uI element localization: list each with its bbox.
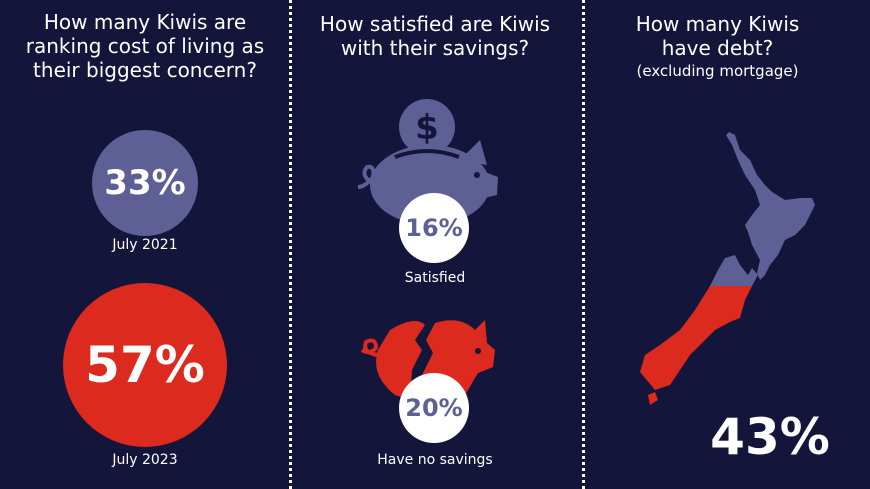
stat-value: 33% bbox=[104, 163, 186, 203]
stat-circle-satisfied: 16% bbox=[399, 193, 469, 263]
stat-label: July 2023 bbox=[112, 452, 178, 468]
divider-left bbox=[289, 0, 292, 489]
stat-circle-2021: 33% bbox=[92, 130, 198, 236]
stat-label: July 2021 bbox=[112, 237, 178, 253]
divider-right bbox=[582, 0, 585, 489]
svg-text:$: $ bbox=[415, 108, 439, 148]
stat-circle-no-savings: 20% bbox=[399, 373, 469, 443]
cost-of-living-title: How many Kiwis are ranking cost of livin… bbox=[25, 10, 265, 82]
debt-value: 43% bbox=[710, 408, 830, 466]
stat-label: Have no savings bbox=[377, 452, 493, 468]
stat-value: 20% bbox=[405, 394, 463, 422]
stat-circle-2023: 57% bbox=[63, 283, 227, 447]
debt-title: How many Kiwis have debt? bbox=[635, 12, 800, 60]
debt-subtitle: (excluding mortgage) bbox=[636, 62, 799, 80]
stat-value: 57% bbox=[85, 336, 205, 394]
stat-value: 16% bbox=[405, 214, 463, 242]
savings-title: How satisfied are Kiwis with their savin… bbox=[319, 12, 551, 60]
stat-label: Satisfied bbox=[404, 270, 466, 286]
